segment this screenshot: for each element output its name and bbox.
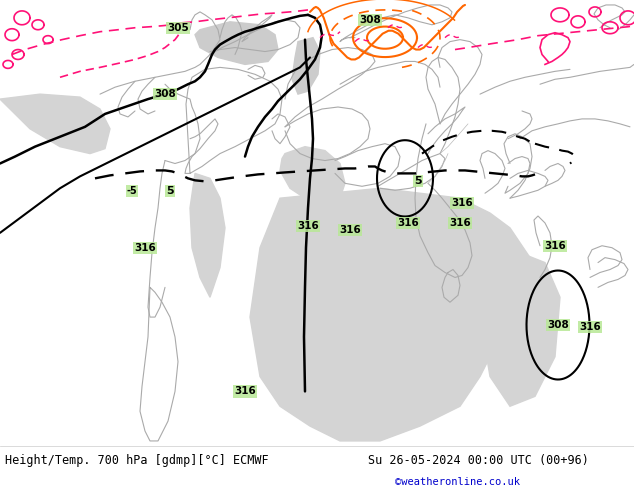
Text: 316: 316: [579, 322, 601, 332]
Text: 316: 316: [339, 225, 361, 235]
Text: 308: 308: [359, 15, 381, 25]
Polygon shape: [280, 147, 345, 203]
Text: 5: 5: [166, 186, 174, 196]
Polygon shape: [250, 188, 530, 441]
Text: 316: 316: [134, 243, 156, 253]
Polygon shape: [292, 38, 320, 94]
Text: 316: 316: [234, 387, 256, 396]
Text: 316: 316: [451, 198, 473, 208]
Polygon shape: [480, 253, 560, 406]
Text: ©weatheronline.co.uk: ©weatheronline.co.uk: [395, 477, 520, 487]
Text: 316: 316: [397, 218, 419, 228]
Text: 305: 305: [167, 23, 189, 33]
Text: 316: 316: [297, 221, 319, 231]
Text: 308: 308: [547, 320, 569, 330]
Polygon shape: [0, 94, 110, 153]
Text: 5: 5: [414, 176, 422, 186]
Text: Height/Temp. 700 hPa [gdmp][°C] ECMWF: Height/Temp. 700 hPa [gdmp][°C] ECMWF: [5, 454, 269, 467]
Text: 316: 316: [449, 218, 471, 228]
Polygon shape: [190, 173, 225, 297]
Text: -5: -5: [127, 186, 138, 196]
Polygon shape: [195, 22, 278, 64]
Text: 316: 316: [544, 241, 566, 251]
Text: Su 26-05-2024 00:00 UTC (00+96): Su 26-05-2024 00:00 UTC (00+96): [368, 454, 589, 467]
Text: 308: 308: [154, 89, 176, 99]
